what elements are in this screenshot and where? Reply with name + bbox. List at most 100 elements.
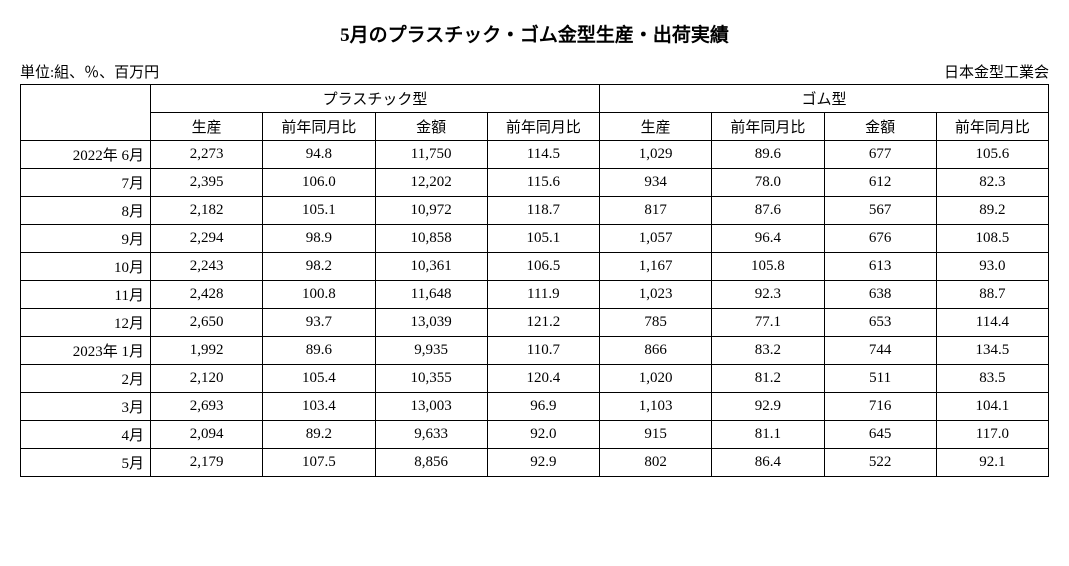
data-cell: 1,023 xyxy=(600,281,712,309)
data-cell: 96.9 xyxy=(487,393,599,421)
data-cell: 104.1 xyxy=(936,393,1048,421)
header-group-rubber: ゴム型 xyxy=(600,85,1049,113)
data-cell: 638 xyxy=(824,281,936,309)
period-cell: 2022年 6月 xyxy=(21,141,151,169)
data-cell: 676 xyxy=(824,225,936,253)
data-cell: 2,428 xyxy=(151,281,263,309)
data-cell: 11,648 xyxy=(375,281,487,309)
data-cell: 2,650 xyxy=(151,309,263,337)
data-cell: 115.6 xyxy=(487,169,599,197)
meta-row: 単位:組、％、百万円 日本金型工業会 xyxy=(20,61,1049,82)
data-cell: 785 xyxy=(600,309,712,337)
data-cell: 10,361 xyxy=(375,253,487,281)
data-table: プラスチック型 ゴム型 生産 前年同月比 金額 前年同月比 生産 前年同月比 金… xyxy=(20,84,1049,477)
period-cell: 12月 xyxy=(21,309,151,337)
subheader-cell: 生産 xyxy=(151,113,263,141)
data-cell: 89.2 xyxy=(936,197,1048,225)
data-cell: 93.7 xyxy=(263,309,375,337)
data-cell: 92.3 xyxy=(712,281,824,309)
data-cell: 1,020 xyxy=(600,365,712,393)
data-cell: 96.4 xyxy=(712,225,824,253)
data-cell: 105.8 xyxy=(712,253,824,281)
table-row: 5月2,179107.58,85692.980286.452292.1 xyxy=(21,449,1049,477)
data-cell: 111.9 xyxy=(487,281,599,309)
data-cell: 1,057 xyxy=(600,225,712,253)
data-cell: 93.0 xyxy=(936,253,1048,281)
table-row: 11月2,428100.811,648111.91,02392.363888.7 xyxy=(21,281,1049,309)
data-cell: 10,858 xyxy=(375,225,487,253)
table-row: 7月2,395106.012,202115.693478.061282.3 xyxy=(21,169,1049,197)
unit-label: 単位:組、％、百万円 xyxy=(20,61,159,82)
data-cell: 2,094 xyxy=(151,421,263,449)
data-cell: 522 xyxy=(824,449,936,477)
period-cell: 9月 xyxy=(21,225,151,253)
data-cell: 103.4 xyxy=(263,393,375,421)
source-label: 日本金型工業会 xyxy=(944,61,1049,82)
data-cell: 915 xyxy=(600,421,712,449)
table-row: 9月2,29498.910,858105.11,05796.4676108.5 xyxy=(21,225,1049,253)
data-cell: 744 xyxy=(824,337,936,365)
data-cell: 86.4 xyxy=(712,449,824,477)
data-cell: 82.3 xyxy=(936,169,1048,197)
period-cell: 7月 xyxy=(21,169,151,197)
data-cell: 13,003 xyxy=(375,393,487,421)
page-title: 5月のプラスチック・ゴム金型生産・出荷実績 xyxy=(20,20,1049,47)
data-cell: 567 xyxy=(824,197,936,225)
data-cell: 83.2 xyxy=(712,337,824,365)
period-cell: 2月 xyxy=(21,365,151,393)
data-cell: 92.9 xyxy=(712,393,824,421)
subheader-cell: 金額 xyxy=(824,113,936,141)
data-cell: 106.5 xyxy=(487,253,599,281)
data-cell: 89.6 xyxy=(263,337,375,365)
subheader-cell: 前年同月比 xyxy=(263,113,375,141)
data-cell: 106.0 xyxy=(263,169,375,197)
header-group-plastic: プラスチック型 xyxy=(151,85,600,113)
data-cell: 87.6 xyxy=(712,197,824,225)
subheader-cell: 前年同月比 xyxy=(487,113,599,141)
data-cell: 105.1 xyxy=(487,225,599,253)
data-cell: 511 xyxy=(824,365,936,393)
subheader-cell: 前年同月比 xyxy=(936,113,1048,141)
period-cell: 5月 xyxy=(21,449,151,477)
data-cell: 134.5 xyxy=(936,337,1048,365)
data-cell: 117.0 xyxy=(936,421,1048,449)
subheader-row: 生産 前年同月比 金額 前年同月比 生産 前年同月比 金額 前年同月比 xyxy=(21,113,1049,141)
data-cell: 98.2 xyxy=(263,253,375,281)
data-cell: 94.8 xyxy=(263,141,375,169)
data-cell: 107.5 xyxy=(263,449,375,477)
data-cell: 92.0 xyxy=(487,421,599,449)
data-cell: 108.5 xyxy=(936,225,1048,253)
data-cell: 110.7 xyxy=(487,337,599,365)
data-cell: 2,693 xyxy=(151,393,263,421)
data-cell: 613 xyxy=(824,253,936,281)
period-cell: 10月 xyxy=(21,253,151,281)
data-cell: 81.2 xyxy=(712,365,824,393)
header-blank xyxy=(21,85,151,141)
data-cell: 77.1 xyxy=(712,309,824,337)
data-cell: 1,167 xyxy=(600,253,712,281)
data-cell: 2,294 xyxy=(151,225,263,253)
data-cell: 2,179 xyxy=(151,449,263,477)
data-cell: 98.9 xyxy=(263,225,375,253)
data-cell: 934 xyxy=(600,169,712,197)
subheader-cell: 前年同月比 xyxy=(712,113,824,141)
data-cell: 1,992 xyxy=(151,337,263,365)
data-cell: 88.7 xyxy=(936,281,1048,309)
data-cell: 118.7 xyxy=(487,197,599,225)
data-cell: 612 xyxy=(824,169,936,197)
data-cell: 100.8 xyxy=(263,281,375,309)
data-cell: 817 xyxy=(600,197,712,225)
data-cell: 89.6 xyxy=(712,141,824,169)
data-cell: 9,633 xyxy=(375,421,487,449)
table-row: 3月2,693103.413,00396.91,10392.9716104.1 xyxy=(21,393,1049,421)
data-cell: 11,750 xyxy=(375,141,487,169)
data-cell: 2,395 xyxy=(151,169,263,197)
table-body: 2022年 6月2,27394.811,750114.51,02989.6677… xyxy=(21,141,1049,477)
subheader-cell: 金額 xyxy=(375,113,487,141)
data-cell: 89.2 xyxy=(263,421,375,449)
data-cell: 10,972 xyxy=(375,197,487,225)
data-cell: 677 xyxy=(824,141,936,169)
table-row: 4月2,09489.29,63392.091581.1645117.0 xyxy=(21,421,1049,449)
data-cell: 121.2 xyxy=(487,309,599,337)
table-row: 12月2,65093.713,039121.278577.1653114.4 xyxy=(21,309,1049,337)
